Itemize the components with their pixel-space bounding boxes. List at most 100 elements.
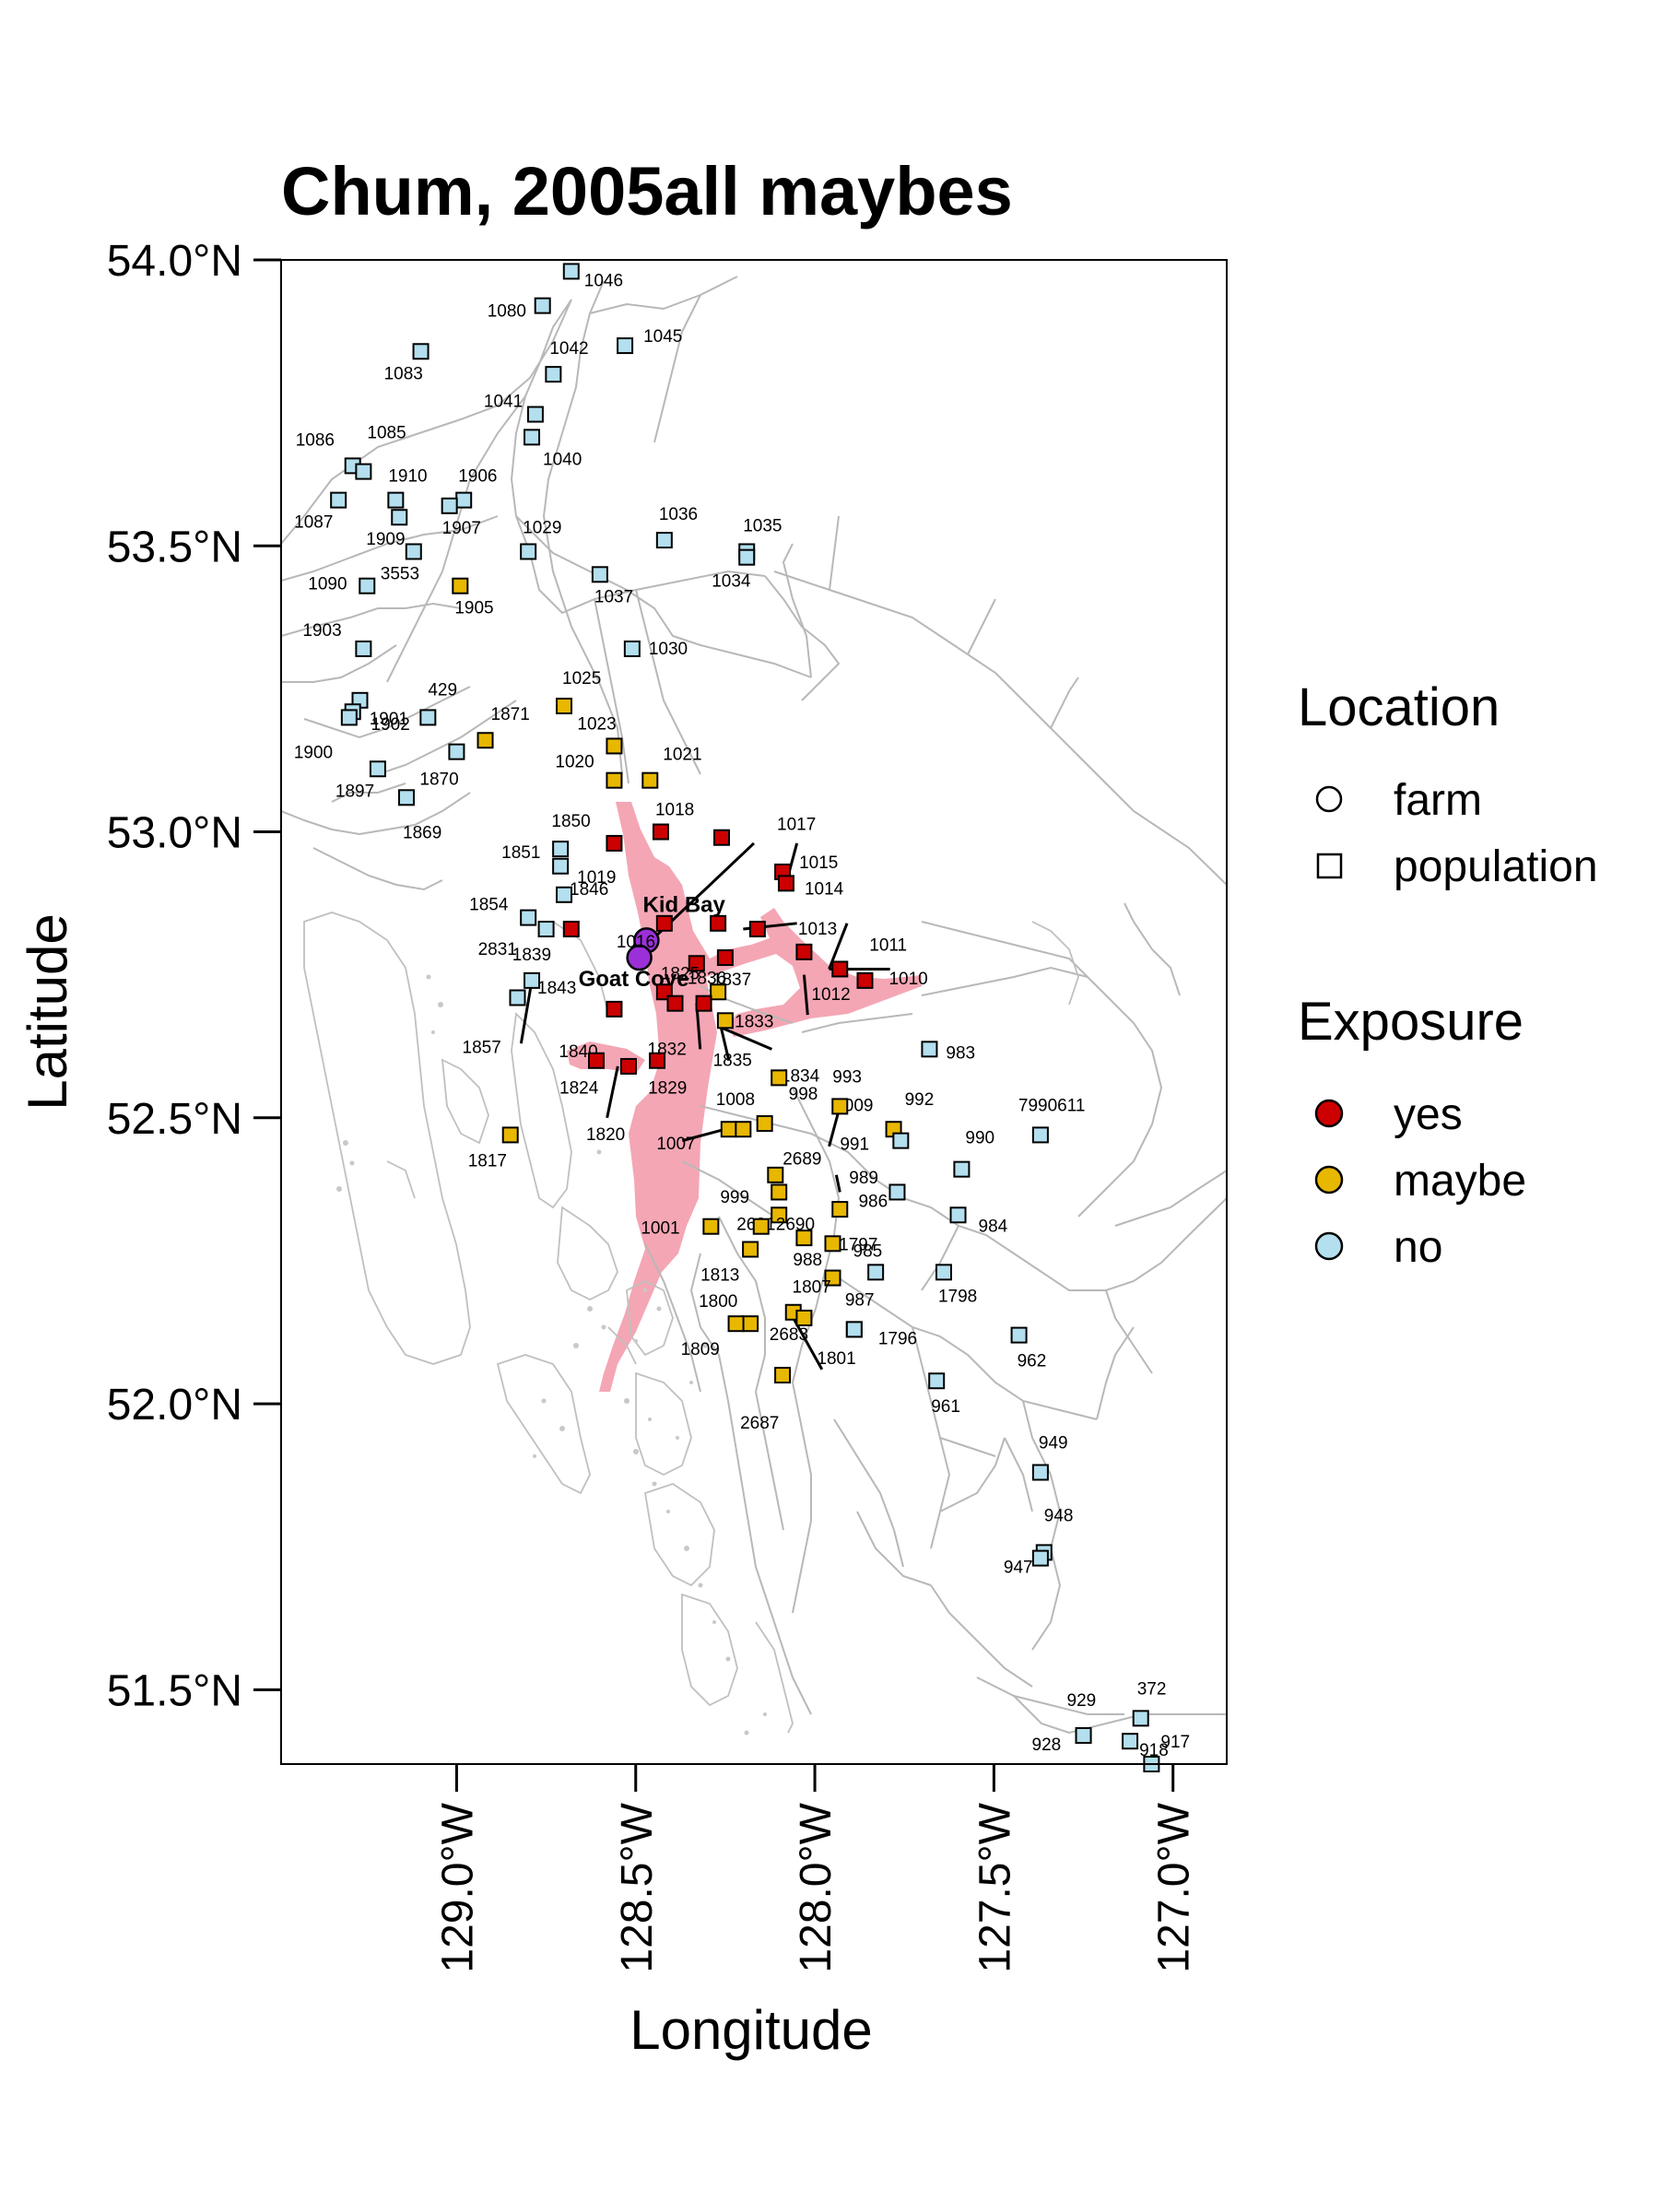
- population-marker: [928, 1372, 946, 1390]
- population-label: 1023: [577, 714, 616, 734]
- small-islands: [336, 974, 767, 1735]
- population-marker: [455, 491, 473, 509]
- population-marker: [720, 1121, 737, 1138]
- population-label: 1017: [777, 816, 816, 835]
- population-marker: [552, 841, 570, 858]
- population-label: 1042: [549, 339, 588, 359]
- population-marker: [552, 857, 570, 875]
- legend: Location farm population Exposure yes ma…: [1298, 677, 1598, 1272]
- legend-population-symbol: [1316, 853, 1343, 879]
- plot-border: [280, 259, 1228, 1765]
- population-label: 1085: [367, 424, 406, 443]
- population-marker: [606, 834, 623, 852]
- population-marker: [387, 491, 405, 509]
- coastline-lines: [281, 276, 1227, 1735]
- population-label: 1012: [811, 985, 850, 1005]
- population-label: 999: [720, 1188, 749, 1207]
- population-marker: [405, 543, 422, 560]
- population-marker: [606, 1000, 623, 1018]
- population-label: 1001: [641, 1219, 679, 1239]
- population-label: 1900: [294, 743, 333, 762]
- population-label: 1090: [308, 575, 347, 594]
- population-marker: [556, 886, 573, 903]
- population-label: 918: [1139, 1741, 1169, 1760]
- legend-yes-label: yes: [1394, 1090, 1463, 1139]
- population-marker: [556, 698, 573, 715]
- population-label: 1820: [586, 1125, 625, 1145]
- population-label: 1907: [442, 519, 481, 538]
- population-label: 1019: [577, 868, 616, 888]
- population-marker: [359, 577, 376, 594]
- population-marker: [526, 406, 544, 423]
- population-label: 1040: [543, 450, 582, 469]
- legend-maybe-symbol: [1314, 1165, 1344, 1194]
- population-label: 1016: [617, 933, 655, 952]
- population-marker: [1075, 1726, 1092, 1744]
- population-label: 998: [789, 1085, 818, 1104]
- population-marker: [545, 366, 562, 383]
- y-tick-label: 53.0°N: [107, 809, 242, 858]
- population-marker: [702, 1218, 720, 1235]
- y-axis-title: Latitude: [17, 913, 78, 1111]
- population-label: 917: [1160, 1733, 1190, 1752]
- y-tick-label: 53.5°N: [107, 523, 242, 571]
- population-marker: [831, 1098, 849, 1115]
- population-label: 1025: [562, 669, 601, 688]
- legend-no-label: no: [1394, 1223, 1442, 1272]
- population-marker: [748, 921, 766, 938]
- population-marker: [824, 1269, 841, 1287]
- population-label: 949: [1039, 1434, 1068, 1453]
- legend-exposure-title: Exposure: [1298, 992, 1524, 1052]
- population-label: 1035: [743, 516, 782, 535]
- population-marker: [655, 532, 673, 549]
- leader-line: [656, 841, 756, 936]
- population-marker: [1031, 1549, 1049, 1567]
- population-marker: [1010, 1326, 1028, 1344]
- population-marker: [562, 263, 580, 280]
- population-marker: [771, 1183, 788, 1201]
- population-label: 1800: [699, 1292, 737, 1312]
- population-label: 1903: [302, 621, 341, 641]
- leader-line: [681, 1127, 726, 1143]
- population-label: 1835: [713, 1052, 752, 1071]
- population-marker: [1122, 1733, 1139, 1750]
- population-marker: [735, 1121, 752, 1138]
- population-label: 929: [1067, 1691, 1097, 1711]
- population-marker: [588, 1052, 605, 1069]
- population-marker: [641, 771, 659, 789]
- population-label: 1797: [839, 1235, 877, 1254]
- population-marker: [795, 943, 813, 960]
- population-marker: [649, 1052, 666, 1069]
- population-label: 1833: [735, 1012, 773, 1031]
- population-marker: [520, 909, 537, 926]
- population-label: 1013: [798, 920, 837, 939]
- population-marker: [953, 1160, 971, 1178]
- x-tick-label: 127.5°W: [971, 1802, 1019, 1972]
- population-marker: [448, 743, 465, 760]
- population-label: 7990611: [1018, 1096, 1086, 1115]
- population-marker: [477, 732, 494, 749]
- population-marker: [419, 709, 437, 726]
- population-marker: [742, 1315, 759, 1333]
- population-label: 2687: [740, 1414, 779, 1433]
- population-label: 1846: [570, 880, 608, 900]
- population-label: 989: [849, 1169, 878, 1188]
- population-label: 1870: [419, 771, 458, 790]
- population-marker: [509, 989, 526, 1006]
- population-label: 1087: [294, 513, 333, 533]
- population-marker: [524, 429, 541, 446]
- population-label: 983: [946, 1043, 975, 1063]
- population-label: 1809: [681, 1340, 720, 1359]
- population-label: 3553: [381, 564, 419, 583]
- population-marker: [524, 971, 541, 989]
- population-marker: [771, 1206, 788, 1224]
- x-axis-title: Longitude: [629, 1999, 873, 2061]
- population-marker: [398, 789, 416, 806]
- population-label: 1020: [555, 753, 594, 772]
- x-tick-label: 128.0°W: [792, 1802, 841, 1972]
- population-marker: [619, 1057, 637, 1075]
- population-label: 2689: [782, 1149, 821, 1169]
- population-marker: [892, 1132, 910, 1149]
